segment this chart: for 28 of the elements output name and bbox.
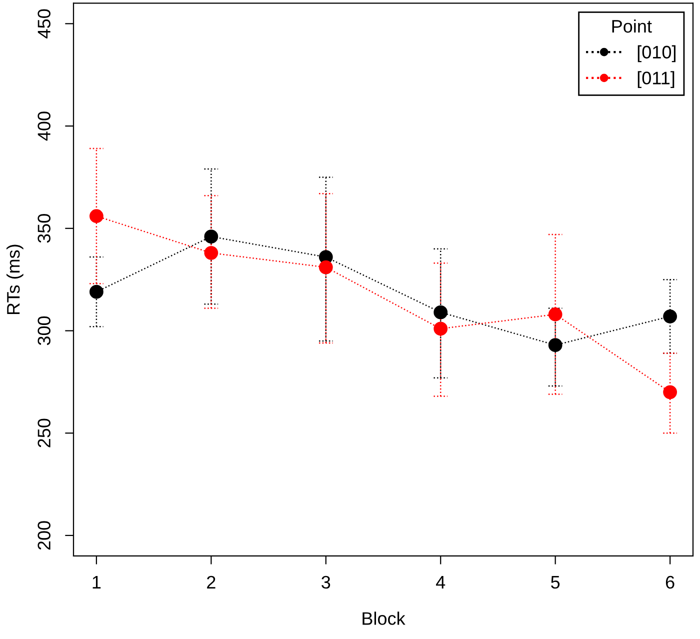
y-tick-label: 200	[38, 521, 50, 550]
x-axis-title: Block	[362, 612, 406, 625]
point	[434, 305, 448, 320]
point	[663, 309, 677, 324]
x-tick-label: 2	[207, 576, 216, 588]
legend-label: [010]	[638, 45, 676, 62]
point	[204, 246, 218, 260]
y-tick-label: 300	[38, 316, 50, 346]
x-tick-label: 4	[436, 576, 446, 588]
x-tick-label: 6	[666, 576, 674, 589]
y-tick-label: 450	[38, 9, 50, 38]
legend-title: Point	[612, 19, 652, 33]
point	[90, 209, 104, 224]
point	[318, 260, 333, 274]
x-tick-label: 3	[322, 576, 330, 589]
x-tick-label: 5	[551, 576, 560, 589]
y-axis-title: RTs (ms)	[6, 244, 24, 314]
x-tick-label: 1	[92, 576, 101, 588]
point	[548, 307, 562, 322]
point	[204, 230, 218, 244]
y-tick-label: 350	[38, 214, 50, 243]
y-tick-label: 250	[38, 418, 50, 448]
point	[548, 338, 562, 352]
point	[434, 322, 448, 336]
y-tick-label: 400	[38, 112, 50, 141]
point	[90, 284, 104, 299]
point	[663, 385, 677, 400]
legend-label: [011]	[638, 71, 674, 88]
